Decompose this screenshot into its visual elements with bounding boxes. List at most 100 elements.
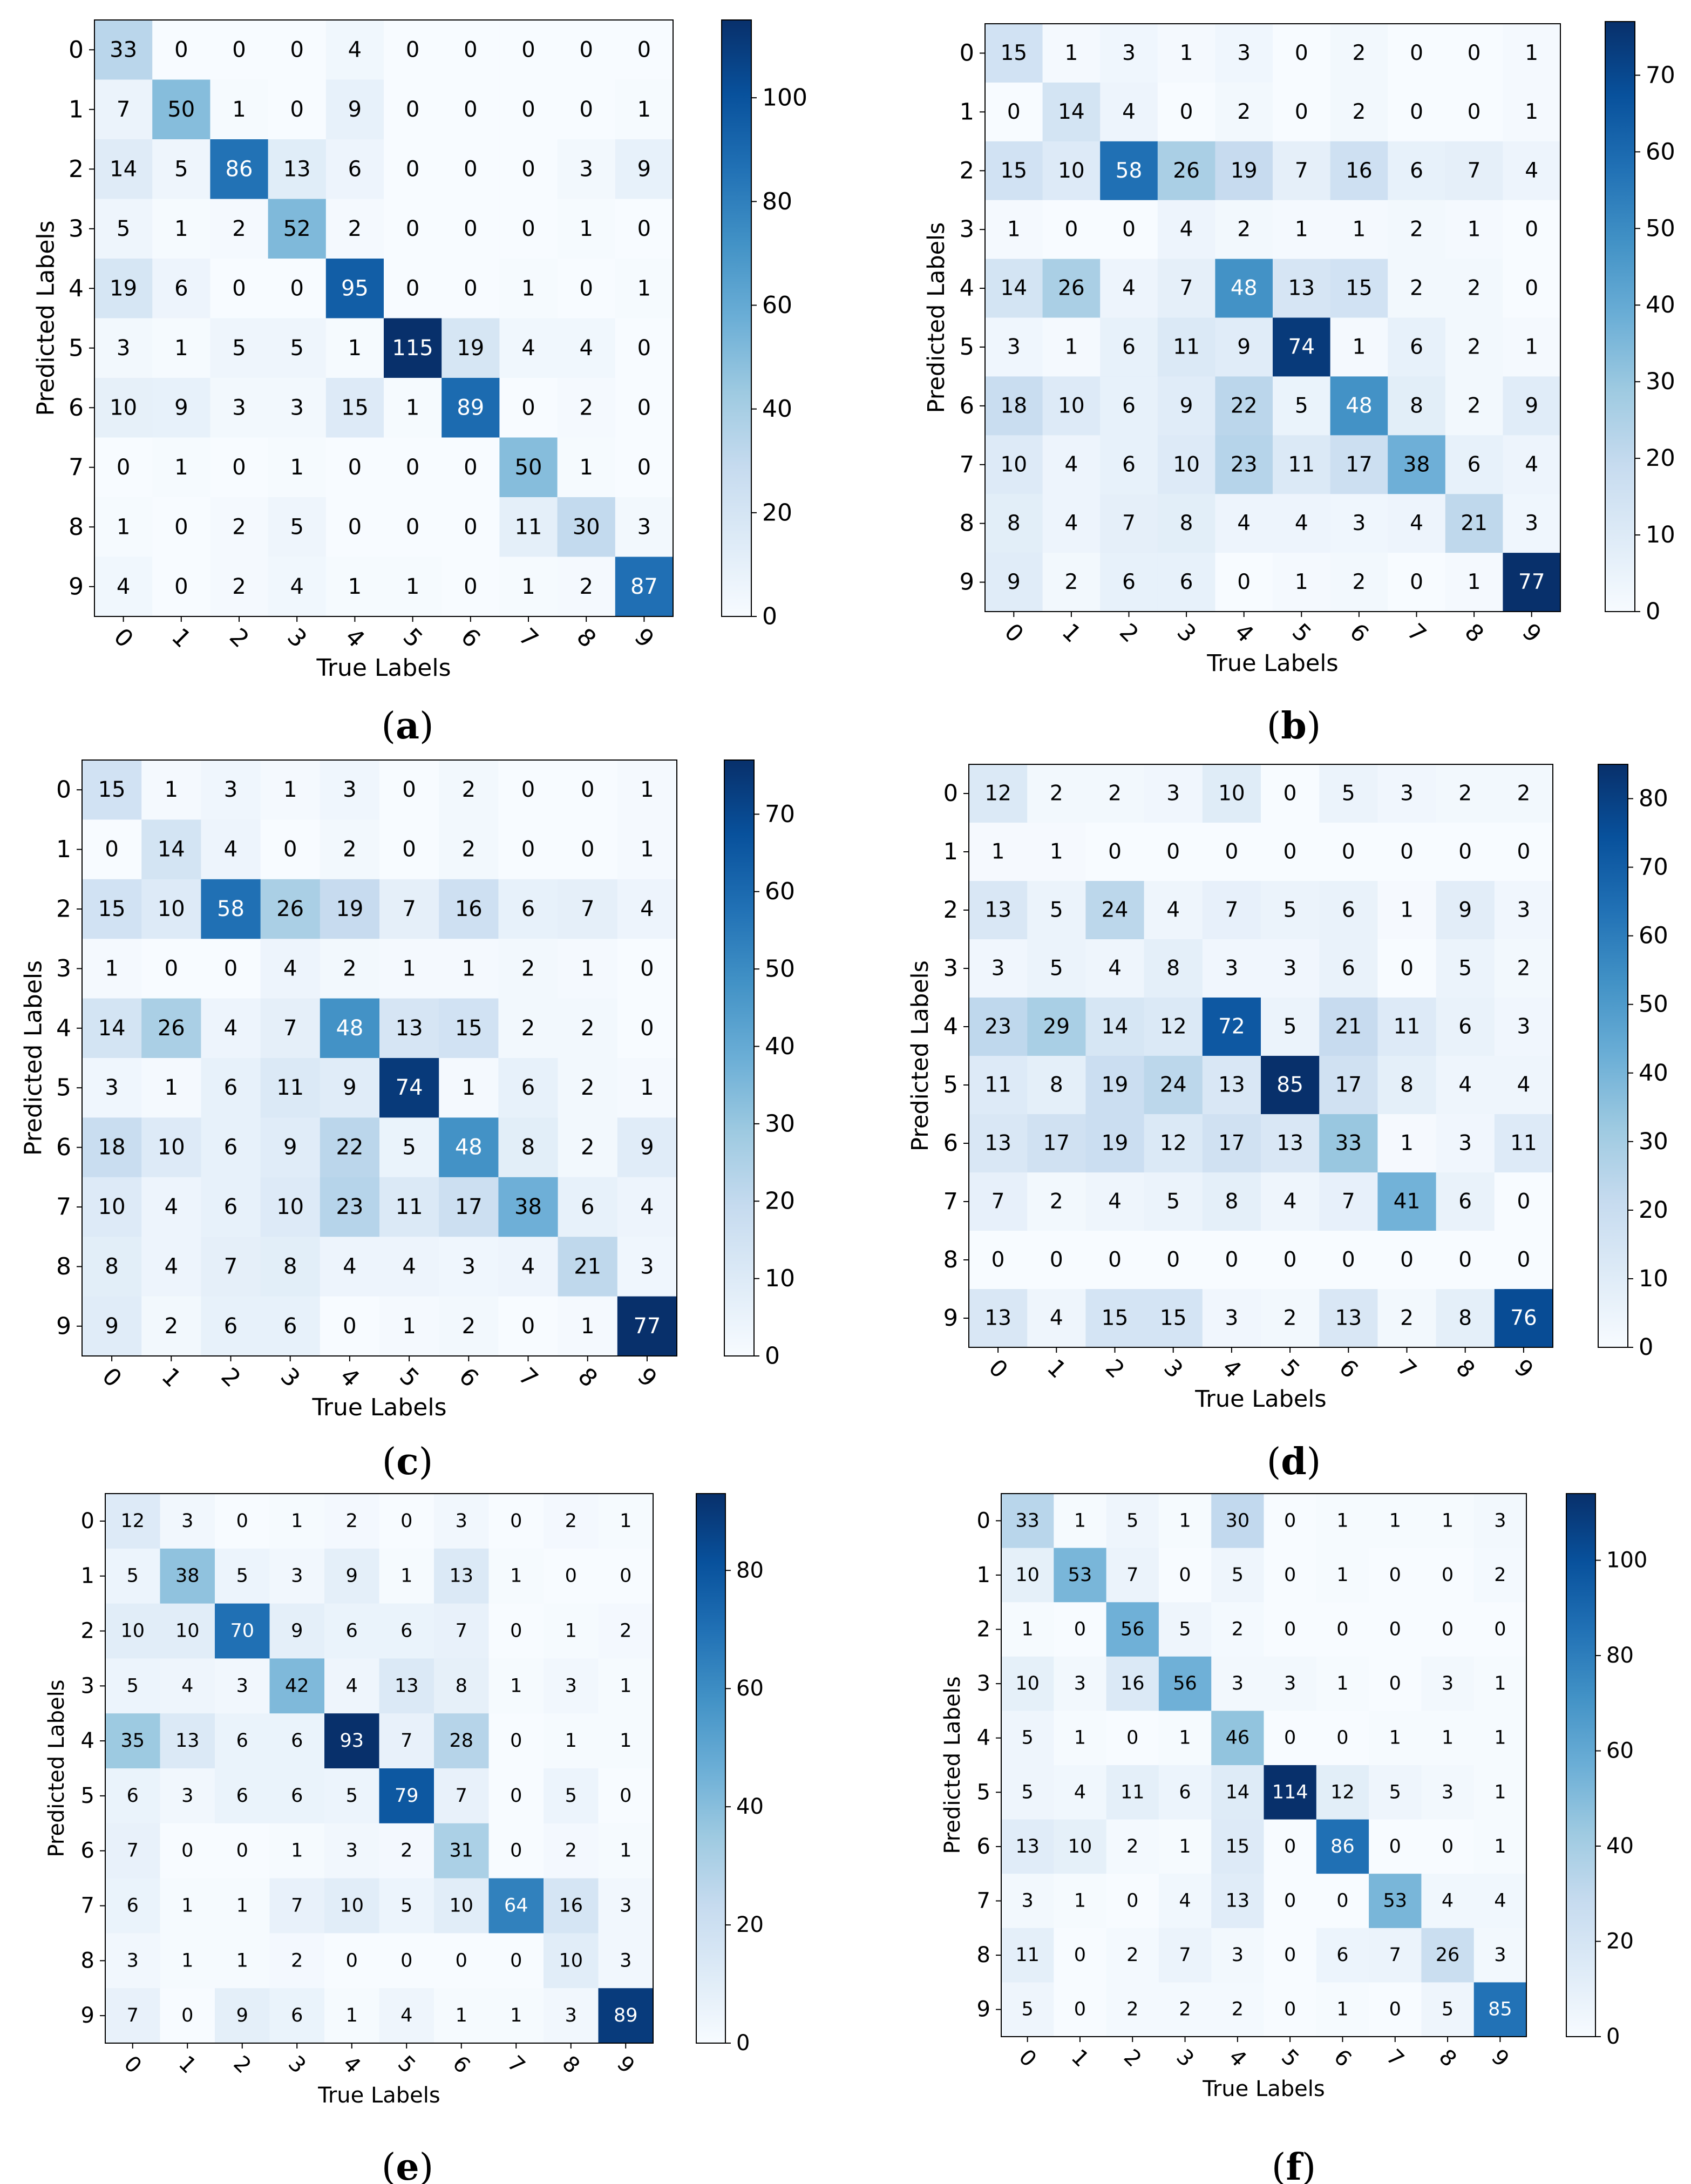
cell-value-label: 115: [392, 336, 433, 361]
cell-value-label: 0: [637, 336, 651, 361]
heatmap-cell: [268, 20, 327, 80]
heatmap-cell: [1027, 823, 1086, 881]
heatmap-cell: [1445, 200, 1503, 260]
cell-value-label: 1: [640, 1075, 654, 1100]
heatmap-cell: [1316, 1711, 1369, 1766]
cell-value-label: 14: [1226, 1781, 1250, 1803]
cell-value-label: 56: [1173, 1673, 1197, 1694]
y-tick-label: 5: [69, 334, 84, 362]
cell-value-label: 4: [640, 897, 654, 921]
y-axis-label: Predicted Labels: [20, 960, 47, 1156]
x-tick-label: 4: [1224, 2045, 1252, 2072]
colorbar-tick-label: 20: [1639, 1197, 1668, 1224]
colorbar-tick-label: 80: [762, 188, 792, 215]
x-tick-label: 1: [1067, 2045, 1094, 2072]
cell-value-label: 6: [1122, 335, 1136, 359]
cell-value-label: 0: [1468, 100, 1481, 124]
heatmap-cell: [141, 1237, 201, 1297]
heatmap-cell: [1369, 1548, 1422, 1603]
heatmap-cell: [268, 497, 327, 557]
cell-value-label: 0: [1400, 840, 1414, 864]
cell-value-label: 0: [406, 514, 419, 539]
heatmap-cell: [1261, 881, 1320, 940]
cell-value-label: 15: [455, 1016, 483, 1041]
x-tick-label: 7: [502, 2051, 530, 2079]
heatmap-cell: [439, 1058, 499, 1118]
cell-value-label: 7: [456, 1620, 467, 1642]
heatmap-cell: [141, 819, 201, 880]
heatmap-cell: [558, 760, 618, 820]
heatmap-cell: [160, 1603, 215, 1659]
cell-value-label: 1: [402, 1314, 416, 1339]
heatmap-cell: [1261, 939, 1320, 998]
cell-value-label: 13: [449, 1565, 473, 1587]
cell-value-label: 6: [283, 1314, 297, 1339]
heatmap-cell: [94, 437, 153, 498]
heatmap-cell: [615, 557, 674, 617]
cell-value-label: 8: [456, 1675, 467, 1697]
cell-value-label: 13: [395, 1675, 419, 1697]
cell-value-label: 2: [1232, 1619, 1244, 1640]
cell-value-label: 0: [637, 395, 651, 420]
heatmap-cell: [1388, 200, 1446, 260]
cell-value-label: 5: [1442, 1999, 1454, 2020]
cell-value-label: 3: [637, 514, 651, 539]
cell-value-label: 0: [400, 1950, 412, 1971]
cell-value-label: 2: [1352, 41, 1366, 65]
y-tick-label: 1: [943, 838, 958, 865]
heatmap-cell: [1473, 1928, 1527, 1983]
cell-value-label: 4: [1179, 1890, 1191, 1912]
heatmap-cell: [82, 819, 142, 880]
heatmap-cell: [215, 1658, 270, 1714]
y-tick-label: 4: [960, 275, 974, 302]
cell-value-label: 0: [1517, 1248, 1530, 1272]
cell-value-label: 3: [1166, 782, 1180, 806]
heatmap-cell: [969, 1289, 1028, 1348]
heatmap-cell: [1369, 1982, 1422, 2037]
heatmap-cell: [160, 1494, 215, 1549]
heatmap-cell: [434, 1494, 489, 1549]
heatmap-cell: [985, 259, 1043, 318]
cell-value-label: 13: [175, 1730, 200, 1752]
heatmap-cell: [1261, 1289, 1320, 1348]
colorbar-tick-label: 60: [762, 291, 792, 319]
heatmap-cell: [1106, 1711, 1159, 1766]
heatmap-cell: [384, 378, 442, 438]
cell-value-label: 9: [291, 1620, 303, 1642]
y-tick-label: 3: [56, 955, 71, 982]
heatmap-cell: [1054, 1982, 1107, 2037]
colorbar-tick-label: 60: [765, 878, 795, 905]
cell-value-label: 14: [1000, 276, 1027, 301]
heatmap-cell: [1264, 1819, 1317, 1874]
cell-value-label: 5: [117, 216, 130, 241]
heatmap-cell: [558, 879, 618, 939]
colorbar-tick-label: 30: [765, 1110, 795, 1137]
heatmap-cell: [94, 79, 153, 140]
cell-value-label: 70: [230, 1620, 254, 1642]
cell-value-label: 3: [1442, 1781, 1454, 1803]
cell-value-label: 11: [276, 1075, 304, 1100]
y-tick-label: 1: [56, 836, 71, 863]
heatmap-cell: [1054, 1928, 1107, 1983]
cell-value-label: 6: [1410, 159, 1423, 183]
heatmap-cell: [1158, 1711, 1212, 1766]
x-tick-label: 4: [338, 2051, 365, 2079]
cell-value-label: 0: [1237, 570, 1251, 594]
cell-value-label: 7: [400, 1730, 412, 1752]
heatmap-cell: [617, 1237, 677, 1297]
cell-value-label: 9: [343, 1075, 356, 1100]
heatmap-cell: [544, 1878, 599, 1934]
heatmap-cell: [1503, 435, 1561, 494]
heatmap-cell: [558, 1237, 618, 1297]
heatmap-cell: [1264, 1711, 1317, 1766]
y-tick-label: 6: [56, 1134, 71, 1161]
x-axis-label: True Labels: [1206, 650, 1338, 677]
heatmap-cell: [379, 1768, 434, 1824]
cell-value-label: 4: [1122, 276, 1136, 301]
heatmap-cell: [324, 1658, 379, 1714]
heatmap-cell: [1158, 1874, 1212, 1929]
cell-value-label: 12: [984, 782, 1011, 806]
cell-value-label: 3: [462, 1254, 476, 1279]
cell-value-label: 3: [1225, 957, 1238, 981]
x-axis-label: True Labels: [316, 654, 451, 682]
